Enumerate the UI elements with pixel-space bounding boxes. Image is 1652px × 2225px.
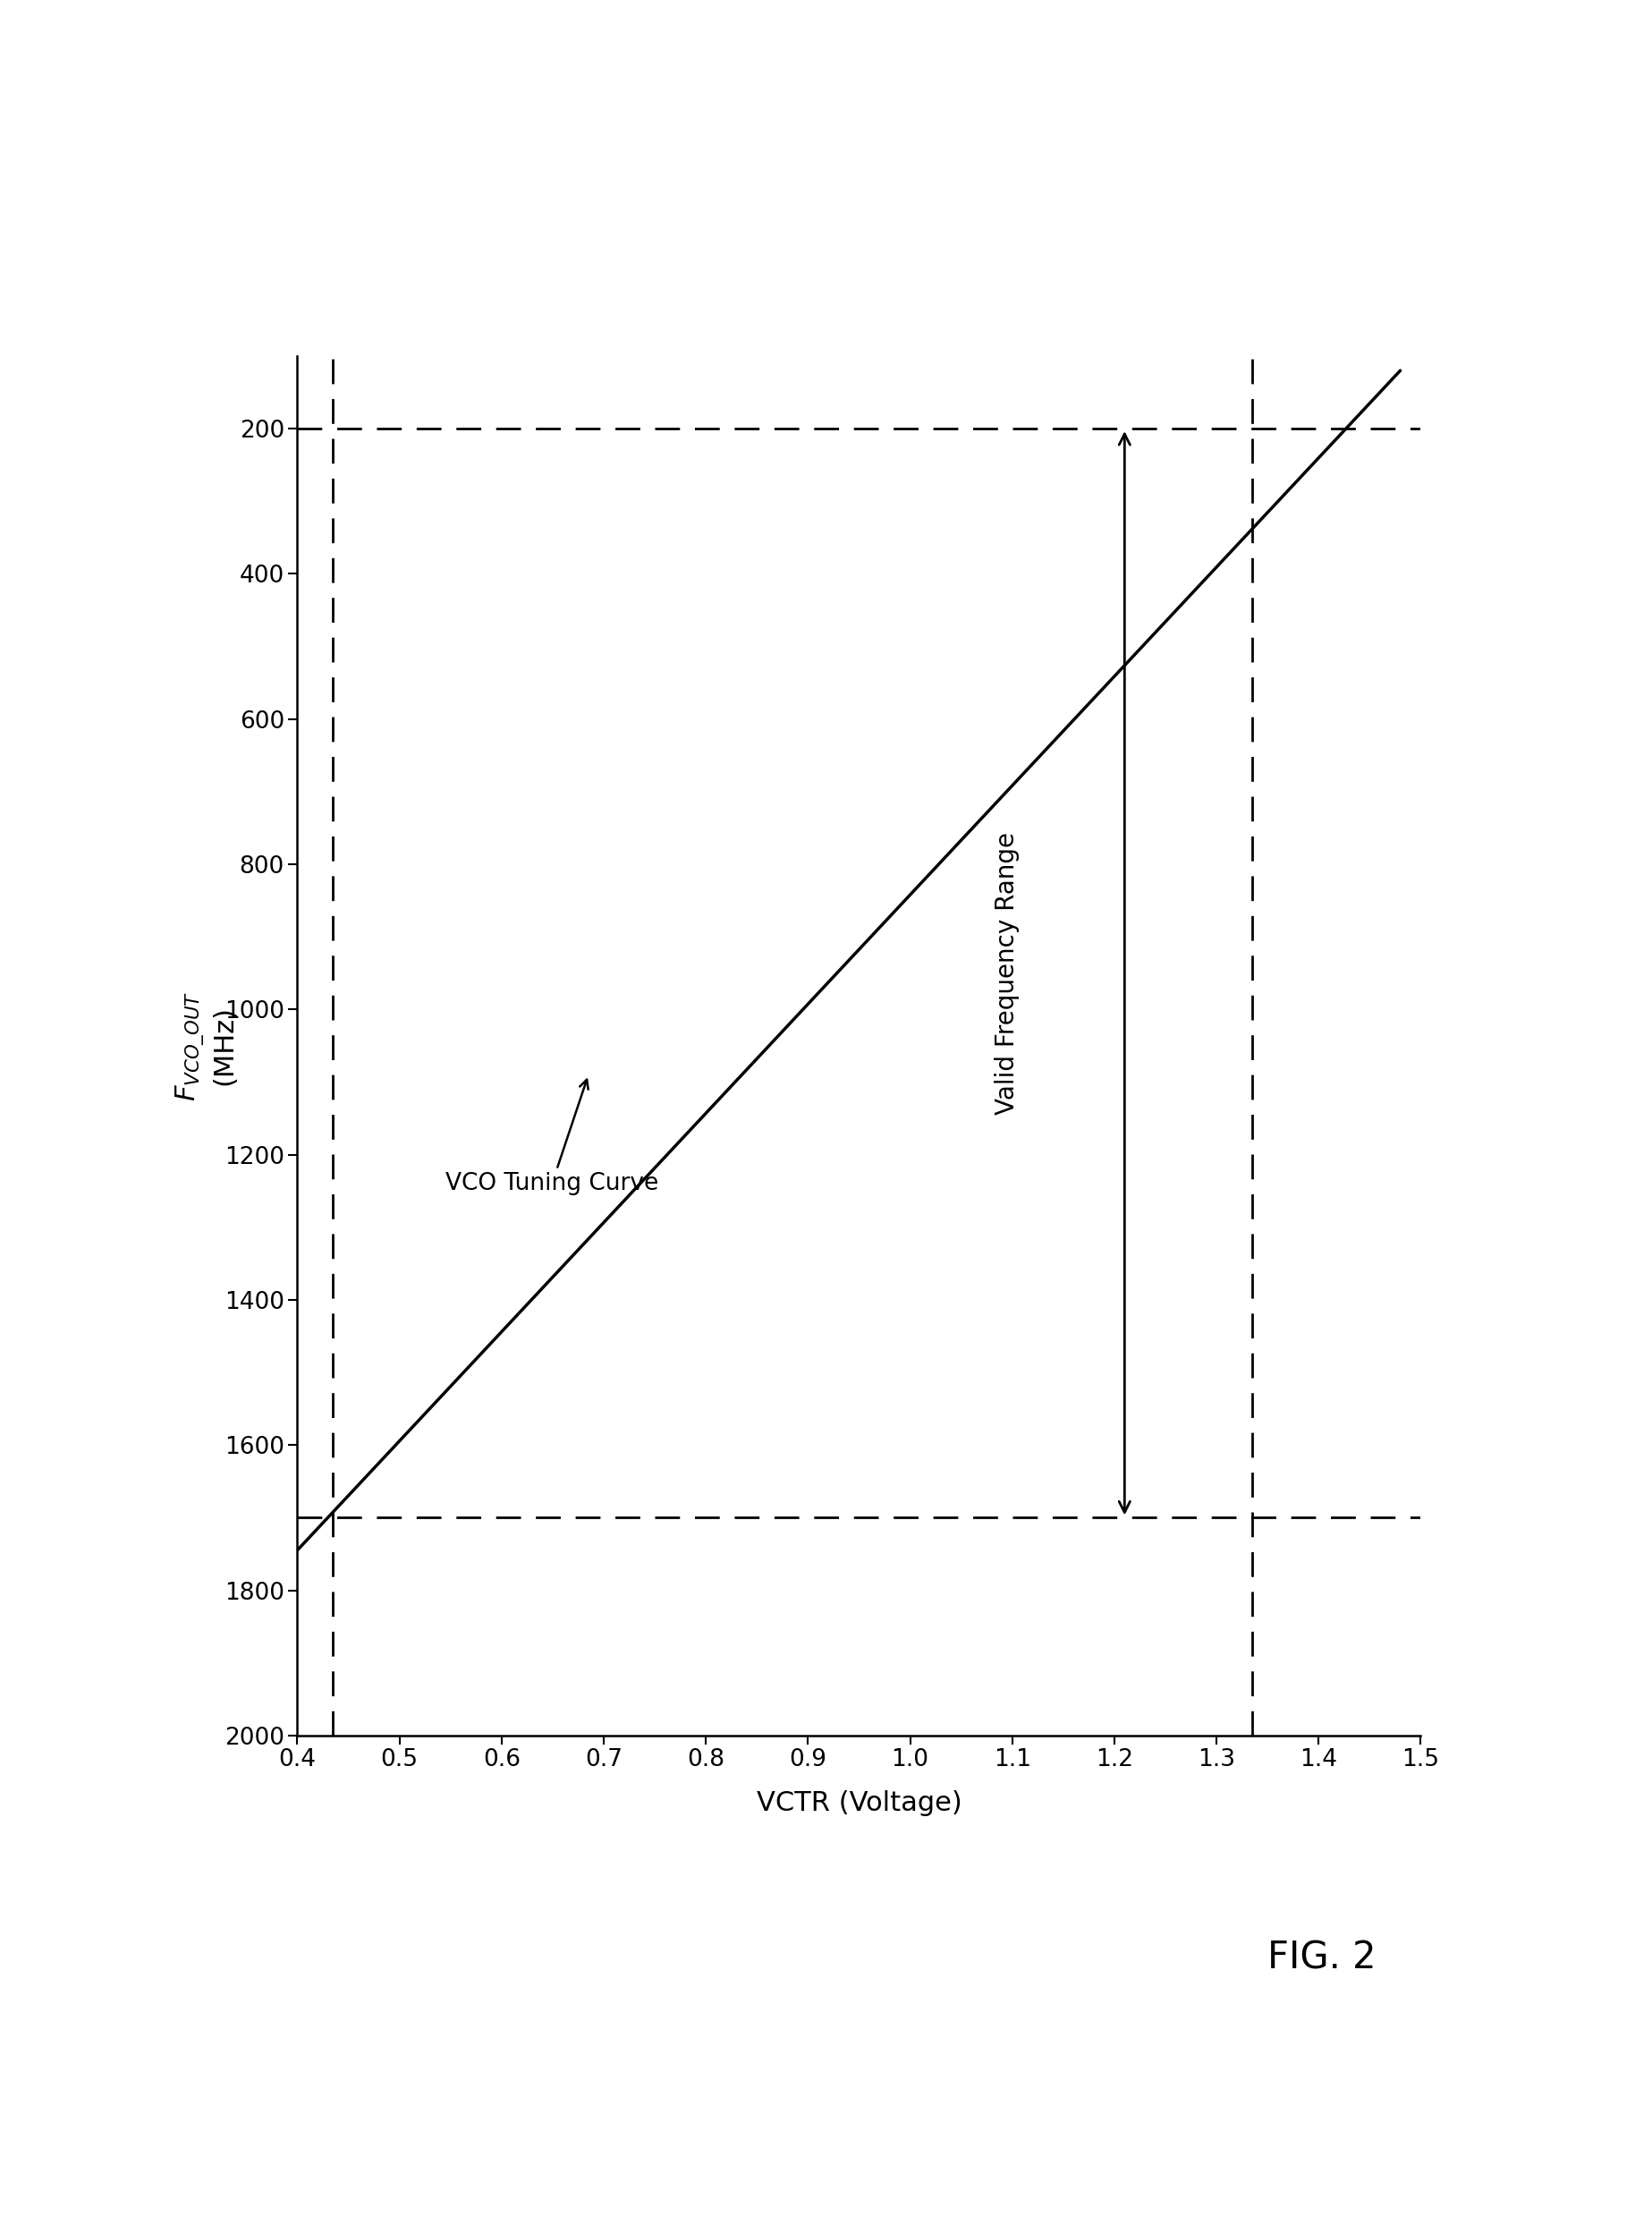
Text: FIG. 2: FIG. 2: [1267, 1940, 1376, 1976]
Text: VCO Tuning Curve: VCO Tuning Curve: [446, 1079, 659, 1195]
X-axis label: VCTR (Voltage): VCTR (Voltage): [757, 1791, 961, 1816]
Text: Valid Frequency Range: Valid Frequency Range: [995, 832, 1019, 1115]
Y-axis label: $F_{VCO\_OUT}$
(MHz): $F_{VCO\_OUT}$ (MHz): [175, 990, 236, 1101]
